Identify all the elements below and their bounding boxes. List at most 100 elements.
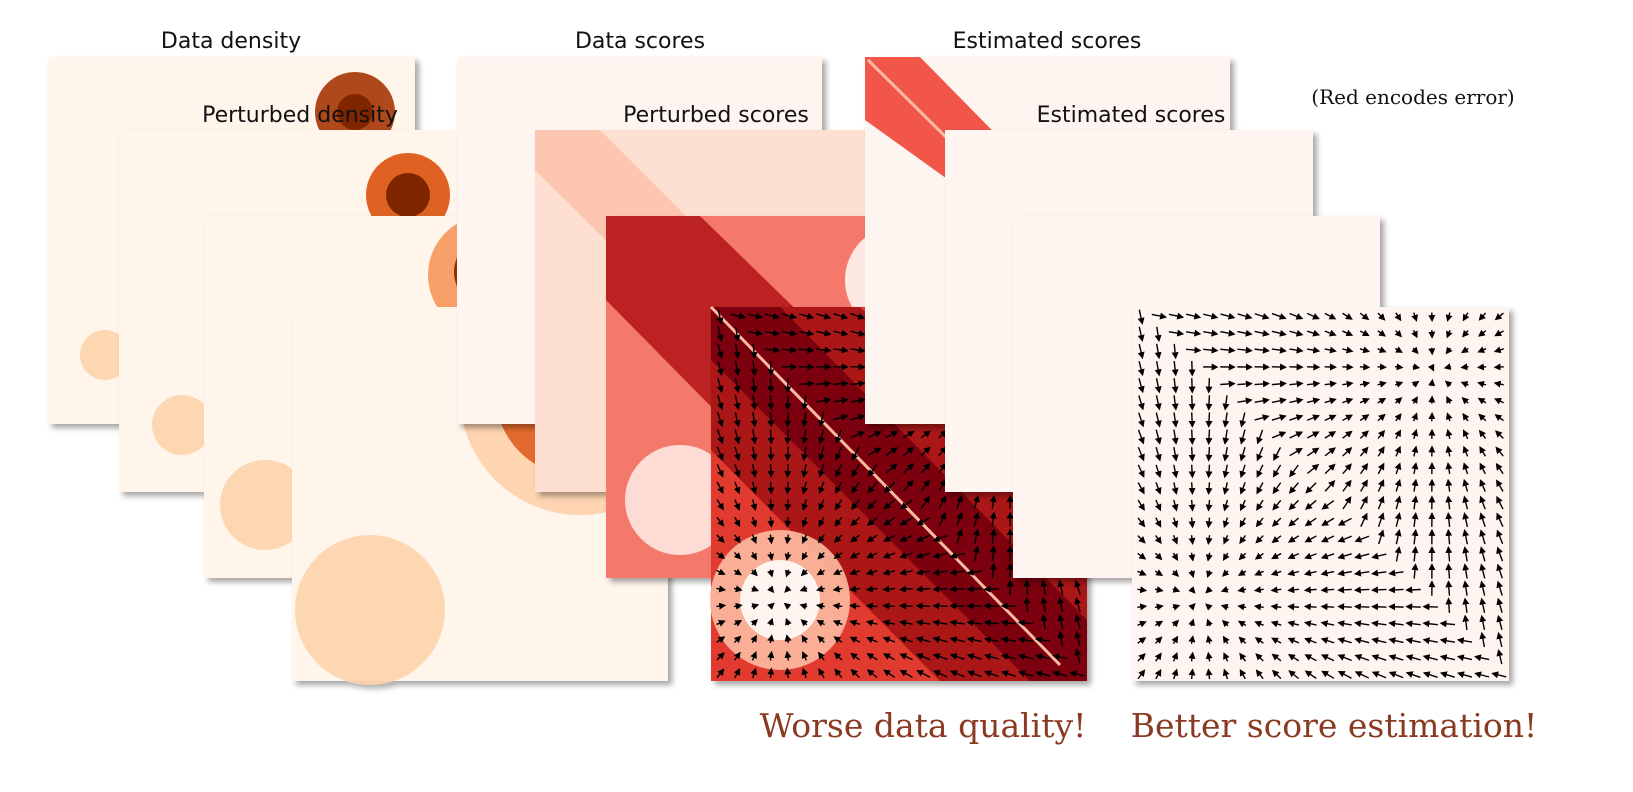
quiver-arrow [1371,569,1387,577]
quiver-arrow [818,668,825,679]
quiver-arrow [1411,528,1419,545]
quiver-arrow [849,585,861,593]
quiver-arrow [1320,586,1335,594]
quiver-arrow [1394,329,1403,338]
quiver-arrow [949,619,965,627]
quiver-arrow [1154,620,1164,628]
quiver-arrow [867,464,878,477]
label-perturbed-scores: Perturbed scores [623,103,809,128]
quiver-arrow [1478,429,1487,439]
quiver-arrow [1137,360,1145,377]
quiver-arrow [1154,343,1162,360]
quiver-arrow [1287,637,1300,644]
quiver-arrow [1137,326,1145,342]
quiver-arrow [1479,446,1487,457]
quiver-arrow [1359,329,1370,337]
quiver-arrow [866,669,878,679]
quiver-arrow [1239,429,1247,445]
quiver-arrow [1496,614,1504,631]
quiver-arrow [1237,569,1247,576]
quiver-arrow [1205,603,1213,611]
quiver-arrow [966,653,982,661]
quiver-arrow [816,380,832,388]
quiver-arrow [865,619,878,627]
quiver-arrow [915,552,931,559]
quiver-arrow [1411,428,1419,439]
quiver-arrow [851,481,860,494]
quiver-arrow [1411,329,1418,339]
quiver-arrow [1411,546,1419,562]
quiver-arrow [784,429,792,445]
quiver-arrow [1272,482,1282,495]
quiver-arrow [1359,446,1369,457]
quiver-arrow [781,329,798,337]
quiver-arrow [798,380,815,388]
quiver-arrow [915,568,931,576]
quiver-arrow [899,619,913,627]
quiver-arrow [1069,670,1085,678]
quiver-arrow [850,534,861,543]
quiver-arrow [750,534,757,545]
quiver-arrow [1171,482,1179,495]
quiver-arrow [1461,346,1469,354]
quiver-arrow [1172,603,1181,611]
quiver-arrow [1271,414,1287,421]
quiver-arrow [783,602,792,610]
quiver-arrow [1188,447,1196,462]
quiver-arrow [903,430,915,439]
quiver-arrow [1237,312,1253,320]
quiver-arrow [1304,552,1317,560]
quiver-arrow [882,552,896,559]
quiver-arrow [716,585,727,593]
quiver-arrow [920,495,930,509]
quiver-arrow [1359,346,1371,354]
quiver-arrow [1287,552,1300,560]
quiver-arrow [1324,380,1337,388]
quiver-arrow [1273,447,1282,462]
quiver-arrow [1206,618,1213,627]
quiver-arrow [1462,412,1470,422]
quiver-arrow [1205,499,1213,512]
quiver-arrow [1388,569,1404,577]
quiver-arrow [1271,329,1287,337]
caption-right: Better score estimation! [1131,706,1538,745]
quiver-arrow [938,495,947,509]
quiver-arrow [1422,671,1438,678]
quiver-arrow [1306,397,1321,405]
quiver-arrow [1394,397,1403,405]
quiver-arrow [750,516,758,528]
quiver-arrow [899,669,913,678]
quiver-arrow [984,670,999,678]
quiver-arrow [1460,363,1469,371]
quiver-arrow [973,528,980,544]
quiver-arrow [784,464,792,478]
quiver-arrow [949,653,965,660]
quiver-arrow [1445,512,1453,527]
caption-left: Worse data quality! [760,706,1087,745]
quiver-arrow [1370,586,1387,594]
quiver-arrow [932,534,948,542]
quiver-arrow [1324,397,1337,405]
quiver-arrow [966,636,982,644]
quiver-arrow [1353,586,1370,594]
quiver-arrow [1377,512,1385,528]
quiver-arrow [899,499,913,510]
quiver-arrow [1377,413,1386,422]
quiver-arrow [1172,586,1181,593]
quiver-arrow [1237,397,1253,405]
quiver-arrow [1371,620,1387,628]
quiver-arrow [800,619,809,627]
quiver-arrow [966,568,982,576]
label-data-scores: Data scores [575,29,705,54]
quiver-arrow [1405,671,1421,679]
quiver-arrow [1456,637,1473,645]
quiver-arrow [784,412,792,428]
quiver-arrow [747,329,764,337]
quiver-arrow [1000,636,1017,644]
quiver-arrow [866,653,878,661]
quiver-arrow [1052,670,1068,678]
quiver-arrow [1462,563,1470,579]
quiver-arrow [1271,517,1282,527]
quiver-arrow [767,516,775,528]
quiver-arrow [784,634,792,644]
